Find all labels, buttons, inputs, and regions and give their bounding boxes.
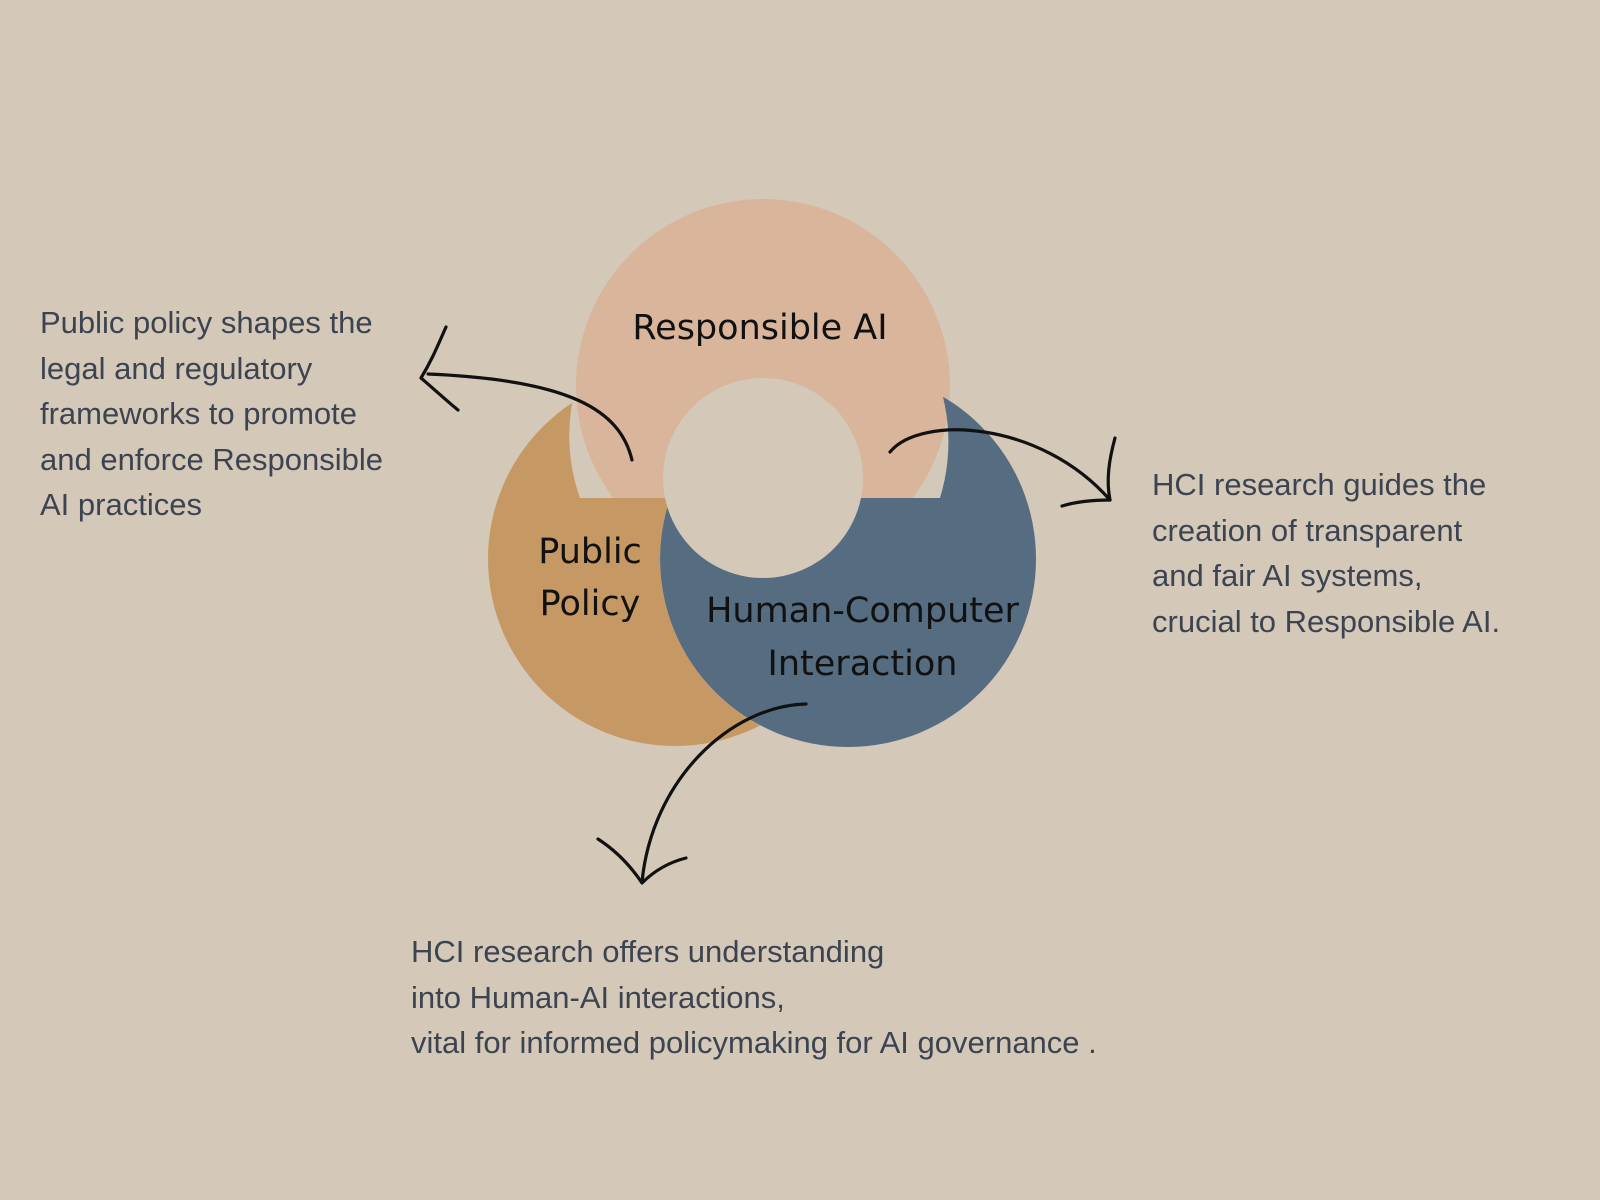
curved-arrow-left-icon [419,325,634,462]
public-policy-label: Public Policy [510,526,670,630]
description-line: and fair AI systems, [1152,558,1423,593]
responsible-ai-label: Responsible AI [632,308,888,348]
hci-label: Human-Computer Interaction [690,585,1035,691]
curved-arrow-right-icon [888,428,1117,508]
policy-description: Public policy shapes the legal and regul… [40,300,383,528]
public-policy-label-line: Public [538,532,642,572]
description-line: Public policy shapes the [40,305,373,340]
hci-policy-description: HCI research offers understanding into H… [411,929,1097,1066]
description-line: and enforce Responsible [40,441,383,477]
description-line: HCI research offers understanding [411,934,885,969]
curved-arrow-down-icon [596,702,808,885]
description-line: HCI research guides the [1152,467,1487,502]
description-line: crucial to Responsible AI. [1152,603,1501,639]
description-line: into Human-AI interactions, [411,979,785,1015]
hci-label-line: Interaction [767,644,958,684]
hci-design-description: HCI research guides the creation of tran… [1152,462,1500,644]
public-policy-label-line: Policy [539,584,641,624]
description-line: vital for informed policymaking for AI g… [411,1025,1097,1060]
description-line: creation of transparent [1152,512,1463,548]
description-line: AI practices [40,487,202,522]
description-line: frameworks to promote [40,396,357,431]
description-line: legal and regulatory [40,350,313,386]
hci-label-line: Human-Computer [706,591,1019,631]
center-hole [663,378,863,578]
